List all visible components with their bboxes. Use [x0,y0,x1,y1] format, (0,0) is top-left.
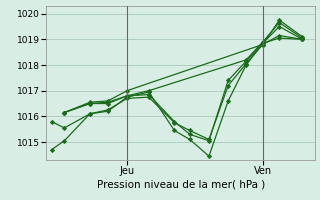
X-axis label: Pression niveau de la mer( hPa ): Pression niveau de la mer( hPa ) [97,179,265,189]
